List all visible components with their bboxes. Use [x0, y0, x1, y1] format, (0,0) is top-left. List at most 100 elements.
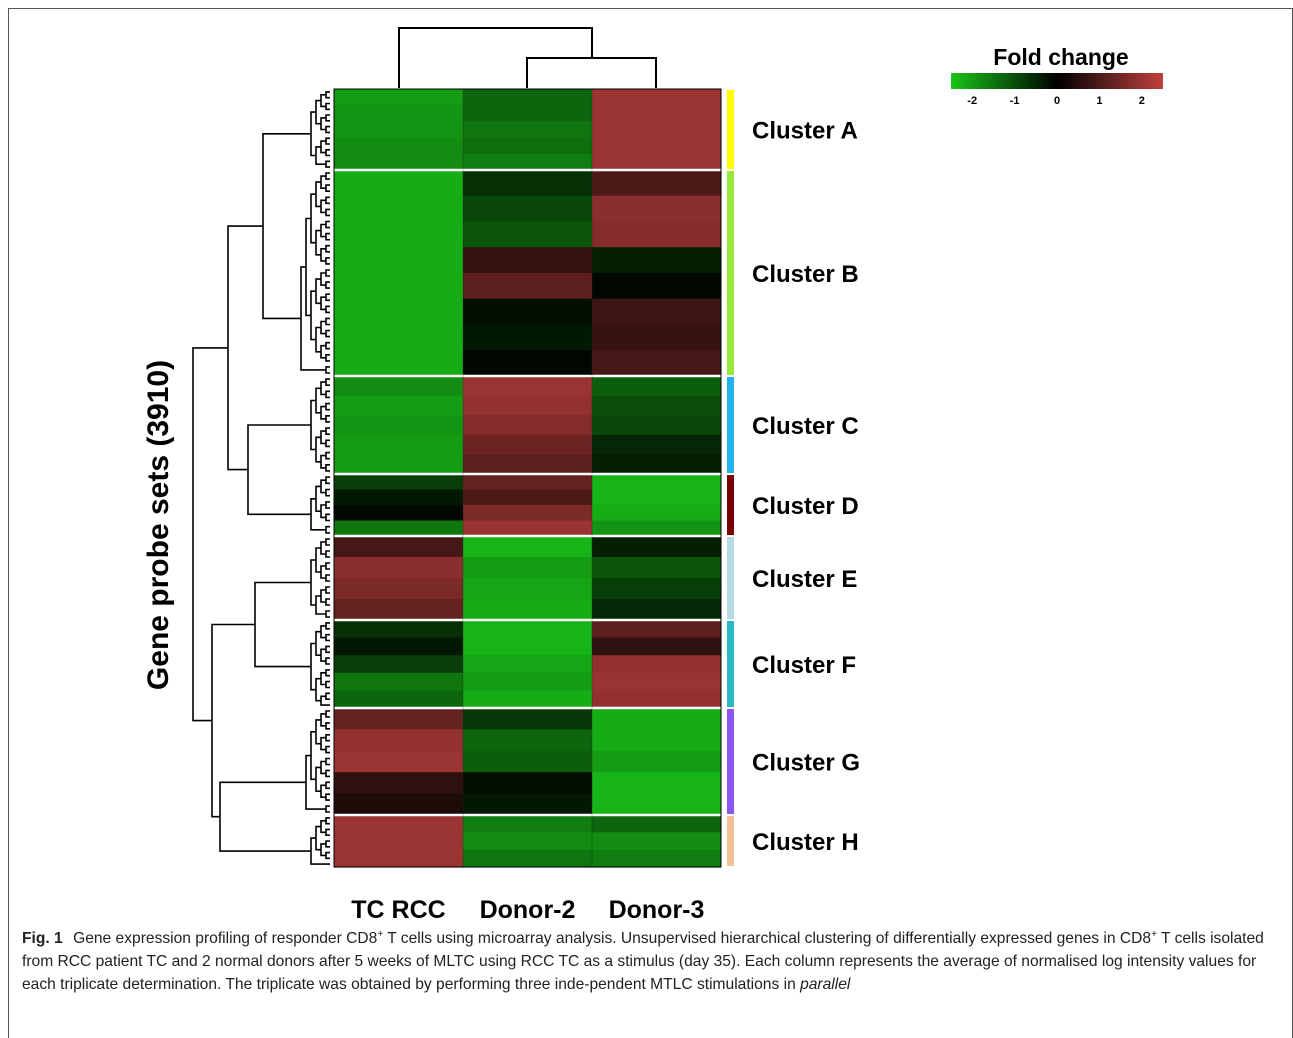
heatmap-cell-cluster-d-2-col-1	[334, 489, 463, 506]
dendrogram-branch	[325, 125, 330, 134]
dendrogram-branch	[325, 598, 330, 606]
column-label-3: Donor-3	[609, 896, 705, 924]
dendrogram-branch	[325, 402, 330, 411]
heatmap-cell-cluster-b-3-col-2	[463, 221, 592, 248]
dendrogram-branch	[325, 184, 330, 192]
cluster-b-label: Cluster B	[752, 261, 859, 288]
heatmap-cell-cluster-a-3-col-1	[334, 121, 463, 139]
heatmap-cell-cluster-a-3-col-2	[463, 121, 592, 139]
heatmap-cell-cluster-a-2-col-2	[463, 105, 592, 122]
heatmap-cell-cluster-c-3-col-2	[463, 415, 592, 436]
heatmap-cell-cluster-f-4-col-3	[592, 672, 721, 691]
heatmap-border	[333, 88, 722, 868]
heatmap-cell-cluster-c-1-col-1	[334, 376, 463, 397]
cluster-c-color-bar	[727, 377, 734, 473]
heatmap-cell-cluster-d-2-col-2	[463, 489, 592, 506]
heatmap-cell-cluster-h-2-col-2	[463, 832, 592, 851]
heatmap-cell-cluster-g-2-col-3	[592, 729, 721, 752]
heatmap-cell-cluster-d-1-col-3	[592, 474, 721, 491]
legend-tick-3: 0	[1054, 95, 1060, 107]
dendrogram-branch	[262, 133, 311, 320]
cluster-e-color-bar	[727, 537, 734, 619]
dendrogram-branch	[325, 574, 330, 582]
row-dendrogram	[192, 91, 330, 865]
heatmap-cell-cluster-b-7-col-2	[463, 324, 592, 351]
heatmap-cell-cluster-b-7-col-1	[334, 324, 463, 351]
heatmap-cell-cluster-c-5-col-3	[592, 454, 721, 475]
heatmap-cell-cluster-a-5-col-1	[334, 153, 463, 171]
heatmap-cell-cluster-a-2-col-3	[592, 105, 721, 122]
heatmap-cell-cluster-f-1-col-2	[463, 620, 592, 639]
legend-tick-1: -2	[967, 95, 977, 107]
heatmap-cell-cluster-a-5-col-2	[463, 153, 592, 171]
heatmap-cell-cluster-a-2-col-1	[334, 105, 463, 122]
cluster-e-label: Cluster E	[752, 566, 857, 593]
heatmap-cell-cluster-b-3-col-1	[334, 221, 463, 248]
cluster-g-color-bar	[727, 709, 734, 814]
dendrogram-branch	[325, 781, 330, 790]
dendrogram-branch	[325, 793, 330, 801]
dendrogram-branch	[325, 208, 330, 217]
heatmap-cell-cluster-c-4-col-1	[334, 434, 463, 455]
heatmap-cell-cluster-b-2-col-1	[334, 195, 463, 223]
heatmap-cell-cluster-h-2-col-1	[334, 832, 463, 851]
heatmap-cell-cluster-d-3-col-2	[463, 505, 592, 522]
heatmap-cell-cluster-g-1-col-3	[592, 708, 721, 730]
heatmap-cell-cluster-c-2-col-1	[334, 395, 463, 416]
heatmap-cell-cluster-g-1-col-1	[334, 708, 463, 730]
heatmap-cell-cluster-a-1-col-1	[334, 89, 463, 106]
heatmap-cell-cluster-g-3-col-3	[592, 750, 721, 773]
heatmap-cell-cluster-f-3-col-2	[463, 655, 592, 674]
heatmap-cell-cluster-c-1-col-2	[463, 376, 592, 397]
heatmap-cell-cluster-d-2-col-3	[592, 489, 721, 506]
cluster-labels: Cluster A Cluster B Cluster C Cluster D Clus…	[752, 118, 860, 857]
fold-change-legend: Fold change -2 -1 0 1 2	[951, 44, 1163, 107]
dendrogram-branch	[325, 415, 330, 423]
dendrogram-branch	[325, 513, 330, 522]
cluster-separators	[333, 88, 722, 868]
heatmap-cell-cluster-g-4-col-1	[334, 772, 463, 795]
dendrogram-branch	[325, 293, 330, 302]
cluster-h-color-bar	[727, 816, 734, 866]
dendrogram-branch	[325, 427, 330, 435]
dendrogram-branch	[325, 114, 330, 122]
cluster-f-color-bar	[727, 621, 734, 707]
heatmap-cell-cluster-h-1-col-2	[463, 815, 592, 833]
heatmap-cell-cluster-f-4-col-1	[334, 672, 463, 691]
dendrogram-branch	[325, 680, 330, 689]
dendrogram-branch	[325, 476, 330, 485]
heatmap-cell-cluster-g-5-col-2	[463, 793, 592, 816]
dendrogram-branch	[325, 769, 330, 778]
heatmap-chart: Cluster A Cluster B Cluster C Cluster D Clus…	[142, 27, 1163, 924]
dendrogram-branch	[325, 317, 330, 326]
heatmap-cell-cluster-b-2-col-3	[592, 195, 721, 223]
figure-caption: Fig. 1 Gene expression profiling of resp…	[22, 927, 1284, 996]
heatmap-cell-cluster-d-1-col-1	[334, 474, 463, 491]
dendrogram-branch	[325, 366, 330, 374]
heatmap-cell-cluster-f-5-col-3	[592, 690, 721, 709]
heatmap-cell-cluster-h-1-col-1	[334, 815, 463, 833]
heatmap-cell-cluster-b-6-col-2	[463, 298, 592, 326]
heatmap-cell-cluster-c-2-col-3	[592, 395, 721, 416]
legend-color-bar	[951, 73, 1163, 89]
cluster-f-label: Cluster F	[752, 652, 856, 679]
heatmap-cell-cluster-e-4-col-3	[592, 599, 721, 621]
heatmap-cell-cluster-c-5-col-1	[334, 454, 463, 475]
heatmap-cell-cluster-a-4-col-1	[334, 137, 463, 155]
heatmap-cell-cluster-a-3-col-3	[592, 121, 721, 139]
heatmap-cell-cluster-b-8-col-3	[592, 350, 721, 377]
dendrogram-branch	[247, 424, 311, 516]
dendrogram-branch	[325, 341, 330, 350]
heatmap-cell-cluster-f-1-col-1	[334, 620, 463, 639]
heatmap-cell-cluster-g-2-col-2	[463, 729, 592, 752]
heatmap-cell-cluster-g-5-col-1	[334, 793, 463, 816]
heatmap-cell-cluster-c-5-col-2	[463, 454, 592, 475]
caption-text-1: Gene expression profiling of responder C…	[73, 930, 378, 947]
heatmap-cell-cluster-b-4-col-2	[463, 247, 592, 274]
cluster-a-color-bar	[727, 90, 734, 169]
dendrogram-branch	[325, 669, 330, 677]
heatmap-cell-cluster-e-3-col-2	[463, 578, 592, 600]
cluster-color-bars	[727, 90, 734, 866]
heatmap-cell-cluster-d-4-col-2	[463, 520, 592, 537]
